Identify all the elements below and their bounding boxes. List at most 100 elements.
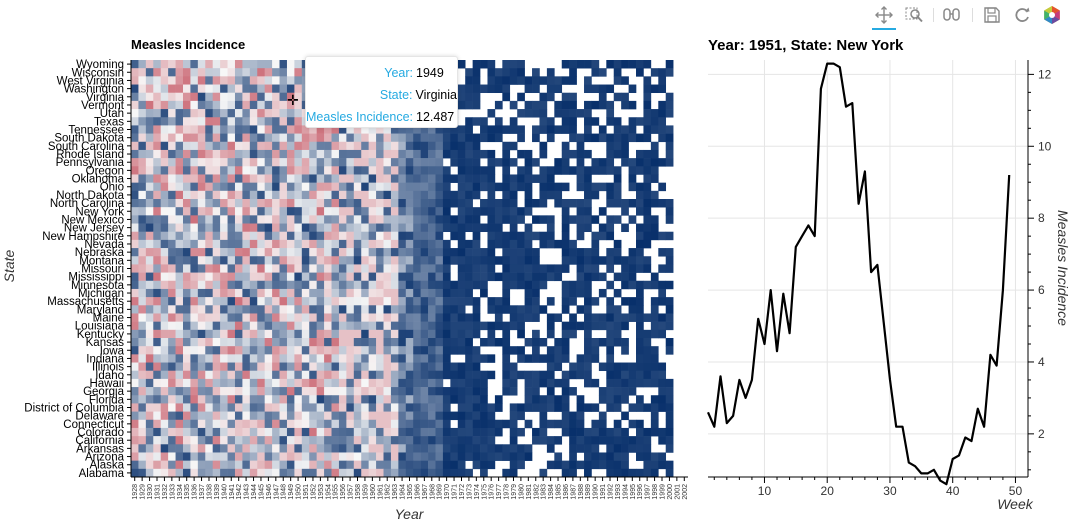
heatmap-cell — [182, 141, 191, 151]
heatmap-cell — [249, 468, 258, 478]
heatmap-cell — [465, 378, 473, 388]
heatmap-cell — [598, 272, 607, 282]
heatmap-cell — [509, 190, 518, 200]
heatmap-cell — [264, 288, 273, 298]
line-x-axis-label: Week — [997, 496, 1034, 512]
heatmap-cell — [361, 468, 369, 478]
heatmap-cell — [561, 288, 570, 298]
heatmap-cell — [212, 84, 221, 94]
heatmap-cell — [220, 256, 228, 265]
heatmap-cell — [361, 305, 369, 314]
heatmap-cell — [658, 378, 667, 388]
heatmap-cell — [205, 419, 213, 429]
heatmap-cell — [517, 248, 525, 257]
heatmap-cell — [405, 378, 414, 388]
heatmap-cell — [175, 452, 184, 461]
bokeh-logo[interactable] — [1039, 3, 1065, 27]
heatmap-cell — [286, 329, 295, 339]
heatmap-cell — [532, 231, 540, 241]
heatmap-cell — [153, 182, 162, 192]
heatmap-cell — [428, 239, 436, 249]
heatmap-cell — [613, 321, 622, 331]
heatmap-cell — [487, 460, 496, 470]
heatmap-cell — [465, 84, 473, 94]
heatmap-cell — [561, 100, 570, 110]
heatmap-cell — [465, 248, 473, 257]
heatmap-cell — [182, 166, 191, 175]
heatmap-cell — [636, 239, 644, 249]
heatmap-cell — [383, 468, 392, 478]
heatmap-cell — [138, 109, 147, 118]
heatmap-cell — [197, 84, 206, 94]
heatmap-cell — [346, 149, 355, 159]
heatmap-cell — [368, 239, 377, 249]
heatmap-cell — [442, 272, 451, 282]
heatmap-cell — [138, 133, 147, 143]
heatmap-cell — [561, 297, 570, 306]
heatmap-cell — [383, 174, 392, 183]
heatmap-cell — [524, 100, 533, 110]
line-plot[interactable]: Year: 1951, State: New York 10 20 30 40 50 2… — [700, 0, 1075, 526]
heatmap-cell — [257, 280, 265, 290]
heatmap-cell — [539, 109, 548, 118]
heatmap-cell — [643, 239, 652, 249]
heatmap-cell — [621, 321, 629, 331]
heatmap-cell — [665, 256, 674, 265]
save-tool[interactable] — [979, 3, 1005, 27]
heatmap-cell — [428, 248, 436, 257]
heatmap-cell — [205, 264, 213, 273]
heatmap-cell — [234, 100, 243, 110]
heatmap-cell — [212, 338, 221, 347]
box-zoom-tool[interactable] — [901, 3, 927, 27]
heatmap-cell — [346, 239, 355, 249]
heatmap-cell — [131, 223, 139, 233]
heatmap-cell — [569, 68, 577, 77]
heatmap-cell — [636, 313, 644, 322]
heatmap-cell — [145, 321, 154, 331]
heatmap-cell — [494, 231, 503, 241]
reset-tool[interactable] — [1009, 3, 1035, 27]
heatmap-cell — [145, 68, 154, 77]
heatmap-cell — [509, 76, 518, 85]
heatmap-cell — [249, 305, 258, 314]
heatmap-cell — [472, 190, 481, 200]
heatmap-cell — [539, 411, 548, 421]
heatmap-cell — [353, 239, 362, 249]
heatmap-cell — [539, 305, 548, 314]
heatmap-cell — [450, 288, 459, 298]
heatmap-cell — [509, 199, 518, 208]
heatmap-cell — [487, 297, 496, 306]
heatmap-cell — [390, 174, 399, 183]
heatmap-cell — [197, 378, 206, 388]
heatmap-cell — [457, 272, 466, 282]
heatmap-cell — [227, 231, 236, 241]
heatmap-x-tick-label: 1934 — [177, 484, 184, 500]
heatmap-cell — [613, 60, 622, 69]
heatmap-cell — [346, 174, 355, 183]
heatmap-cell — [182, 223, 191, 233]
heatmap-cell — [383, 370, 392, 380]
heatmap-cell — [286, 117, 295, 126]
heatmap-cell — [294, 272, 303, 282]
heatmap-cell — [487, 411, 496, 421]
heatmap-cell — [546, 354, 555, 363]
heatmap-cell — [197, 460, 206, 470]
heatmap-cell — [376, 166, 384, 175]
heatmap-cell — [465, 362, 473, 372]
heatmap-cell — [249, 68, 258, 77]
heatmap-cell — [249, 248, 258, 257]
heatmap-cell — [613, 190, 622, 200]
tooltip-state-row: State: Virginia — [306, 84, 457, 106]
heatmap-y-tick-label: Alaska — [89, 460, 124, 472]
heatmap-cell — [576, 444, 585, 453]
heatmap-cell — [182, 207, 191, 216]
pan-tool[interactable] — [871, 3, 897, 30]
heatmap-cell — [227, 452, 236, 461]
heatmap-cell — [257, 84, 265, 94]
heatmap-cell — [457, 370, 466, 380]
heatmap-cell — [502, 199, 511, 208]
heatmap-cell — [346, 288, 355, 298]
hover-tool[interactable] — [940, 3, 966, 27]
heatmap-cell — [628, 158, 637, 167]
